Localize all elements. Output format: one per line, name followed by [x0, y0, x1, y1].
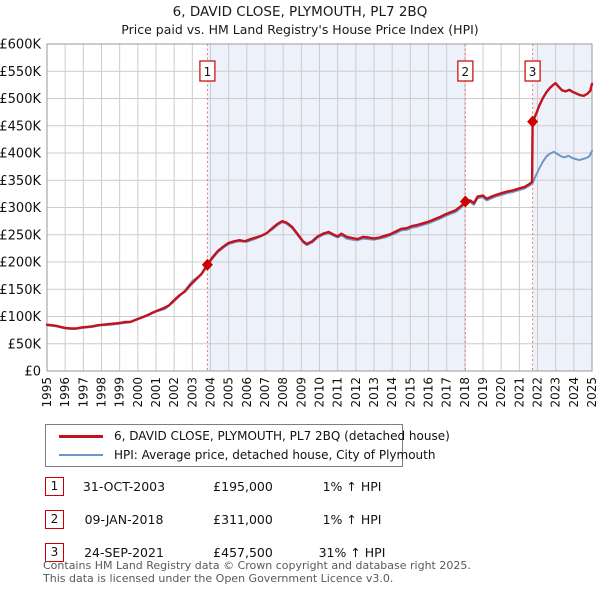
series-line: [45, 81, 594, 330]
sale-point-diamond: [527, 115, 539, 128]
page-subtitle: Price paid vs. HM Land Registry's House …: [121, 22, 479, 37]
x-axis-label: 2023: [549, 377, 563, 408]
footer-line-1: Contains HM Land Registry data © Crown c…: [43, 559, 471, 572]
plot-border: [46, 43, 593, 372]
x-axis-label: 1995: [40, 377, 54, 408]
sale-marker-number: 1: [204, 65, 212, 79]
y-axis-label: £150K: [0, 283, 41, 298]
x-axis-label: 1998: [95, 377, 109, 408]
x-axis-label: 2019: [476, 377, 490, 408]
x-axis-label: 2018: [458, 377, 472, 408]
x-axis-label: 2014: [385, 377, 399, 408]
x-axis-label: 2003: [185, 377, 199, 408]
chart-legend: 6, DAVID CLOSE, PLYMOUTH, PL7 2BQ (detac…: [45, 424, 450, 467]
y-axis-label: £100K: [0, 310, 41, 325]
x-axis-label: 2005: [222, 377, 236, 408]
x-axis-label: 2009: [294, 377, 308, 408]
table-row: 3 24-SEP-2021 £457,500 31% ↑ HPI: [45, 542, 404, 562]
sale-marker-3: 3: [45, 542, 64, 562]
y-axis-label: £300K: [0, 201, 41, 216]
sale-marker-box: [199, 60, 216, 82]
x-axis-label: 2006: [240, 377, 254, 408]
y-axis-label: £450K: [0, 119, 41, 134]
x-axis-label: 2015: [403, 377, 417, 408]
legend-item-property: 6, DAVID CLOSE, PLYMOUTH, PL7 2BQ (detac…: [46, 427, 450, 446]
sale-hpi-delta: 31% ↑ HPI: [318, 544, 386, 560]
y-axis-label: £400K: [0, 147, 41, 162]
x-axis-label: 2007: [258, 377, 272, 408]
x-axis-label: 2010: [313, 377, 327, 408]
legend-label-property: 6, DAVID CLOSE, PLYMOUTH, PL7 2BQ (detac…: [114, 429, 450, 443]
price-history-chart: 1 2 3 £0 £50K £100K £150K £200K £250K £300K £350K £…: [0, 38, 599, 408]
y-axis-label: £50K: [8, 337, 42, 352]
y-axis-label: £250K: [0, 228, 41, 243]
x-axis-label: 1996: [58, 377, 72, 408]
y-axis-label: £500K: [0, 92, 41, 107]
legend-item-hpi: HPI: Average price, detached house, City…: [46, 446, 435, 465]
x-axis-label: 2016: [422, 377, 436, 408]
x-axis-label: 2002: [167, 377, 181, 408]
sale-marker-2: 2: [45, 509, 64, 529]
hpi-line-swatch: [59, 453, 103, 457]
page-title: 6, DAVID CLOSE, PLYMOUTH, PL7 2BQ: [172, 4, 428, 20]
sale-marker-number: 2: [462, 65, 470, 79]
sale-price: £457,500: [213, 544, 273, 560]
sale-price: £311,000: [213, 511, 273, 527]
y-axis-label: £600K: [0, 38, 41, 53]
x-axis-label: 2011: [331, 377, 345, 408]
table-row: 1 31-OCT-2003 £195,000 1% ↑ HPI: [45, 476, 404, 496]
sale-date: 24-SEP-2021: [84, 544, 164, 560]
footer-line-2: This data is licensed under the Open Gov…: [43, 571, 394, 585]
x-axis-label: 1999: [113, 377, 127, 408]
sale-marker-box: [457, 60, 474, 82]
sale-marker-number: 3: [529, 65, 537, 79]
sale-date: 31-OCT-2003: [82, 478, 166, 494]
x-axis-label: 2000: [131, 377, 145, 408]
sale-date: 09-JAN-2018: [84, 511, 164, 527]
x-axis-label: 1997: [76, 377, 90, 408]
x-axis-label: 2004: [204, 377, 218, 408]
x-axis-label: 2001: [149, 377, 163, 408]
x-axis-label: 2025: [585, 377, 599, 408]
sale-hpi-delta: 1% ↑ HPI: [322, 511, 382, 527]
sale-marker-box: [524, 60, 541, 82]
x-axis-label: 2017: [440, 377, 454, 408]
x-axis-label: 2024: [567, 377, 581, 408]
sale-point-diamond: [459, 195, 471, 208]
y-axis-label: £350K: [0, 174, 41, 189]
sale-hpi-delta: 1% ↑ HPI: [322, 478, 382, 494]
sale-price: £195,000: [213, 478, 273, 494]
x-axis-label: 2013: [367, 377, 381, 408]
x-axis-label: 2022: [531, 377, 545, 408]
x-axis-label: 2012: [349, 377, 363, 408]
license-footer: Contains HM Land Registry data © Crown c…: [43, 559, 471, 585]
y-axis-label: £0: [24, 365, 41, 380]
property-line-swatch: [59, 434, 103, 438]
x-axis-label: 2008: [276, 377, 290, 408]
sale-point-diamond: [201, 258, 213, 271]
y-axis-label: £550K: [0, 65, 41, 80]
sale-marker-1: 1: [45, 476, 64, 496]
x-axis-label: 2021: [512, 377, 526, 408]
legend-label-hpi: HPI: Average price, detached house, City…: [114, 448, 436, 462]
x-axis-label: 2020: [494, 377, 508, 408]
y-axis-label: £200K: [0, 256, 41, 271]
table-row: 2 09-JAN-2018 £311,000 1% ↑ HPI: [45, 509, 404, 529]
